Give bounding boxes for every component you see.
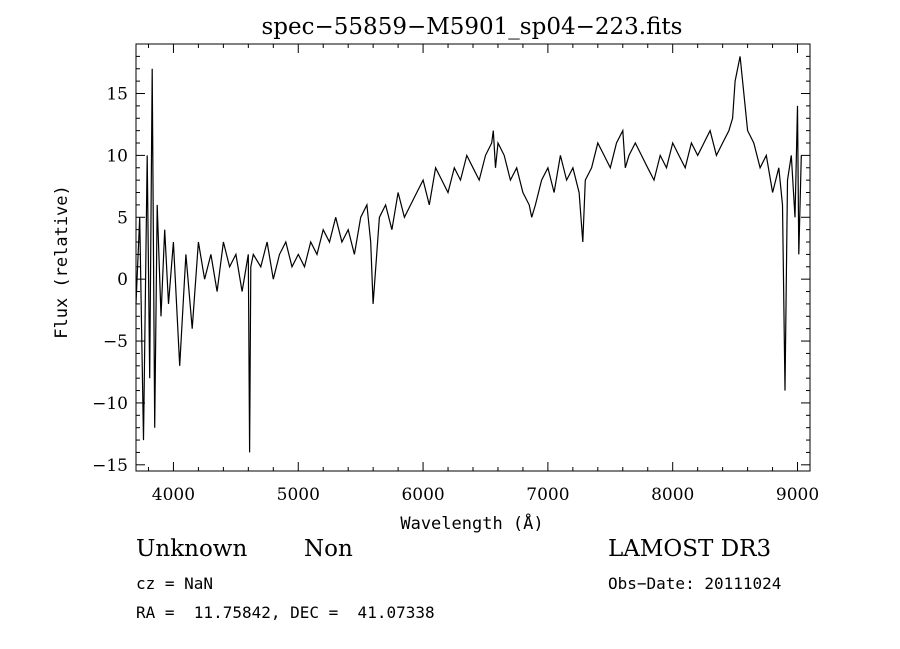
- x-tick-label: 8000: [651, 485, 694, 505]
- y-tick-label: 15: [106, 85, 128, 105]
- spectrum-series-line: [135, 56, 802, 453]
- y-tick-labels: −15 −10 −5 0 5 10 15: [92, 85, 128, 476]
- x-tick-labels: 4000 5000 6000 7000 8000 9000: [152, 485, 819, 505]
- y-tick-label: 0: [117, 270, 128, 290]
- y-tick-label: −15: [92, 456, 128, 476]
- y-tick-label: −5: [103, 332, 128, 352]
- ticks-layer: [136, 44, 810, 471]
- x-tick-label: 5000: [277, 485, 320, 505]
- survey-label: LAMOST DR3: [608, 536, 772, 562]
- y-tick-label: 10: [106, 146, 128, 166]
- x-axis-label: Wavelength (Å): [400, 512, 543, 534]
- object-class-label: Unknown: [136, 536, 248, 562]
- coordinates-label: RA = 11.75842, DEC = 41.07338: [136, 603, 435, 622]
- redshift-label: cz = NaN: [136, 574, 214, 593]
- x-tick-label: 9000: [776, 485, 819, 505]
- obs-date-label: Obs−Date: 20111024: [608, 574, 782, 593]
- y-tick-label: −10: [92, 394, 128, 414]
- object-subclass-label: Non: [304, 536, 353, 562]
- chart-title: spec−55859−M5901_sp04−223.fits: [262, 14, 683, 40]
- y-tick-label: 5: [117, 208, 128, 228]
- y-axis-label: Flux (relative): [52, 185, 72, 339]
- x-tick-label: 6000: [401, 485, 444, 505]
- x-tick-label: 7000: [526, 485, 569, 505]
- x-tick-label: 4000: [152, 485, 195, 505]
